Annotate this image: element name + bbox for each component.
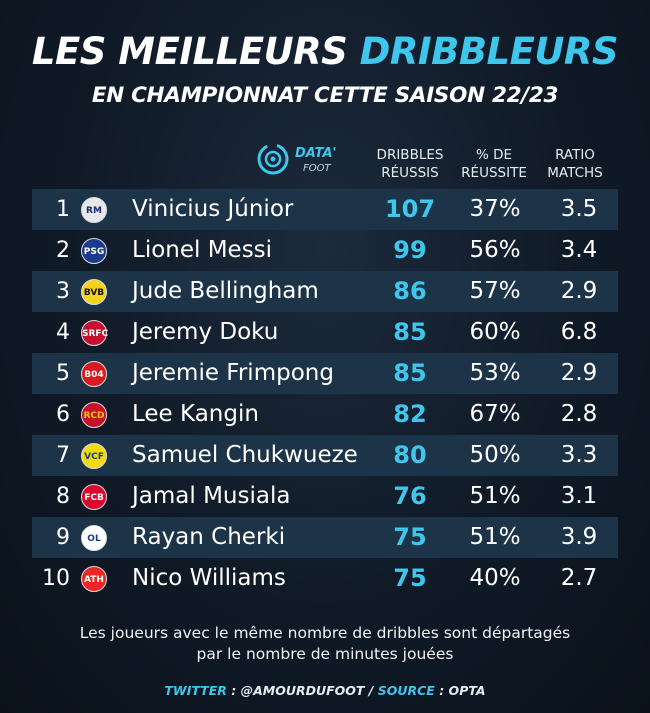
success-pct: 51% <box>469 524 521 550</box>
col-ratio-header: RATIO MATCHS <box>535 146 615 182</box>
rank: 5 <box>56 361 70 386</box>
ratio-value: 2.9 <box>560 278 598 304</box>
real-madrid-crest: RM <box>81 197 107 223</box>
rank: 8 <box>56 484 70 509</box>
logo-sub: FOOT <box>303 163 331 174</box>
twitter-label: TWITTER <box>164 683 227 698</box>
table-row: 3 BVB Jude Bellingham 86 57% 2.9 <box>32 271 618 312</box>
rank: 1 <box>56 197 70 222</box>
player-name: Samuel Chukwueze <box>132 442 358 468</box>
col-dribbles-line1: DRIBBLES <box>376 147 444 163</box>
player-name: Rayan Cherki <box>132 524 286 550</box>
ranking-table: 1 RM Vinicius Júnior 107 37% 3.5 2 PSG Lionel Me… <box>32 189 618 599</box>
rank: 9 <box>56 525 70 550</box>
success-pct: 37% <box>469 196 521 222</box>
ratio-value: 3.9 <box>560 524 598 550</box>
ratio-value: 2.8 <box>560 401 598 427</box>
mallorca-crest: RCD <box>81 402 107 428</box>
logo-name: DATA' <box>295 146 337 161</box>
title-accent: DRIBBLEURS <box>359 30 619 73</box>
col-ratio-line1: RATIO <box>555 147 595 163</box>
page-title: LES MEILLEURS DRIBBLEURS <box>0 30 650 74</box>
footnote: Les joueurs avec le même nombre de dribb… <box>0 623 650 665</box>
dribbles-value: 80 <box>393 441 427 469</box>
table-row: 8 FCB Jamal Musiala 76 51% 3.1 <box>32 476 618 517</box>
villarreal-crest: VCF <box>81 443 107 469</box>
leverkusen-crest: B04 <box>81 361 107 387</box>
success-pct: 40% <box>469 565 521 591</box>
rank: 10 <box>42 566 70 591</box>
success-pct: 57% <box>469 278 521 304</box>
col-pct-line2: RÉUSSITE <box>461 165 527 181</box>
dribbles-value: 107 <box>384 195 436 223</box>
twitter-handle: : @AMOURDUFOOT / <box>226 683 378 698</box>
player-name: Jeremie Frimpong <box>132 360 334 386</box>
table-row: 9 OL Rayan Cherki 75 51% 3.9 <box>32 517 618 558</box>
ratio-value: 3.3 <box>560 442 598 468</box>
player-name: Jamal Musiala <box>132 483 291 509</box>
table-row: 5 B04 Jeremie Frimpong 85 53% 2.9 <box>32 353 618 394</box>
table-row: 7 VCF Samuel Chukwueze 80 50% 3.3 <box>32 435 618 476</box>
data-foot-logo: DATA' FOOT <box>255 138 365 180</box>
footnote-line2: par le nombre de minutes jouées <box>196 645 454 663</box>
dribbles-value: 76 <box>393 482 427 510</box>
psg-crest: PSG <box>81 238 107 264</box>
ratio-value: 3.1 <box>560 483 598 509</box>
table-row: 10 ATH Nico Williams 75 40% 2.7 <box>32 558 618 599</box>
bayern-crest: FCB <box>81 484 107 510</box>
rank: 2 <box>56 238 70 263</box>
table-row: 1 RM Vinicius Júnior 107 37% 3.5 <box>32 189 618 230</box>
success-pct: 51% <box>469 483 521 509</box>
ratio-value: 6.8 <box>560 319 598 345</box>
success-pct: 67% <box>469 401 521 427</box>
table-row: 2 PSG Lionel Messi 99 56% 3.4 <box>32 230 618 271</box>
ratio-value: 3.5 <box>560 196 598 222</box>
success-pct: 60% <box>469 319 521 345</box>
source-value: : OPTA <box>434 683 486 698</box>
player-name: Vinicius Júnior <box>132 196 294 222</box>
col-ratio-line2: MATCHS <box>547 165 603 181</box>
dribbles-value: 85 <box>393 318 427 346</box>
footnote-line1: Les joueurs avec le même nombre de dribb… <box>79 624 571 642</box>
player-name: Lionel Messi <box>132 237 273 263</box>
ratio-value: 2.7 <box>560 565 598 591</box>
ratio-value: 3.4 <box>560 237 598 263</box>
table-row: 6 RCD Lee Kangin 82 67% 2.8 <box>32 394 618 435</box>
col-pct-header: % DE RÉUSSITE <box>452 146 536 182</box>
credits: TWITTER : @AMOURDUFOOT / SOURCE : OPTA <box>0 683 650 698</box>
player-name: Lee Kangin <box>132 401 259 427</box>
success-pct: 53% <box>469 360 521 386</box>
target-icon <box>257 143 289 175</box>
table-row: 4 SRFC Jeremy Doku 85 60% 6.8 <box>32 312 618 353</box>
ratio-value: 2.9 <box>560 360 598 386</box>
rank: 7 <box>56 443 70 468</box>
player-name: Jeremy Doku <box>132 319 279 345</box>
col-pct-line1: % DE <box>475 147 513 163</box>
dribbles-value: 99 <box>393 236 427 264</box>
rank: 3 <box>56 279 70 304</box>
source-label: SOURCE <box>377 683 435 698</box>
dribbles-value: 75 <box>393 564 427 592</box>
player-name: Jude Bellingham <box>132 278 319 304</box>
rennes-crest: SRFC <box>81 320 108 346</box>
player-name: Nico Williams <box>132 565 286 591</box>
col-dribbles-line2: RÉUSSIS <box>381 165 439 181</box>
title-main: LES MEILLEURS <box>31 30 360 73</box>
success-pct: 50% <box>469 442 521 468</box>
rank: 6 <box>56 402 70 427</box>
dribbles-value: 86 <box>393 277 427 305</box>
bvb-crest: BVB <box>81 279 107 305</box>
athletic-bilbao-crest: ATH <box>81 566 107 592</box>
dribbles-value: 82 <box>393 400 427 428</box>
success-pct: 56% <box>469 237 521 263</box>
col-dribbles-header: DRIBBLES RÉUSSIS <box>368 146 452 182</box>
page-subtitle: EN CHAMPIONNAT CETTE SAISON 22/23 <box>91 83 559 108</box>
rank: 4 <box>56 320 70 345</box>
dribbles-value: 75 <box>393 523 427 551</box>
dribbles-value: 85 <box>393 359 427 387</box>
lyon-crest: OL <box>81 525 107 551</box>
